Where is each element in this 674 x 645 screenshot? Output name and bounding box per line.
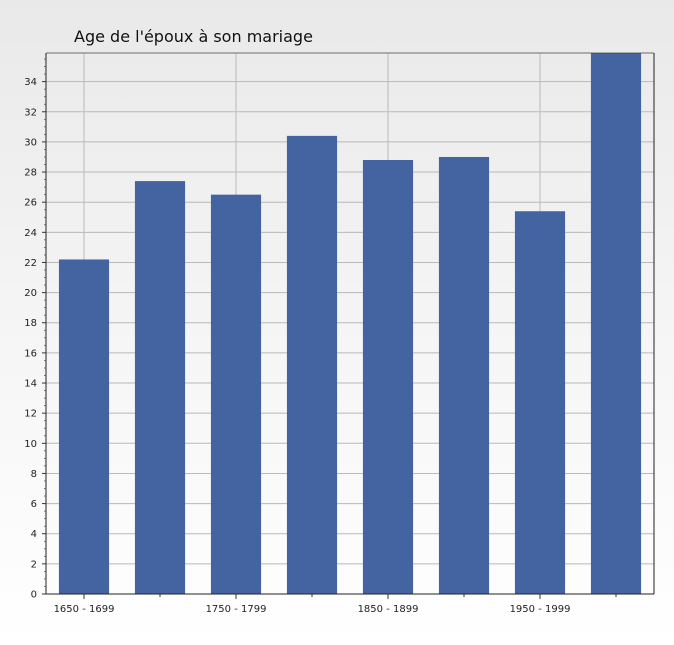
y-tick-label: 2 [31, 559, 37, 570]
chart-title: Age de l'époux à son mariage [74, 27, 313, 46]
y-tick-label: 34 [24, 77, 37, 88]
bar [514, 211, 566, 594]
x-tick-label: 1750 - 1799 [206, 604, 267, 615]
bar [438, 156, 490, 594]
y-tick-label: 28 [24, 168, 37, 179]
x-axis-ticks: 1650 - 1699 1750 - 1799 1850 - 1899 1950 - … [54, 594, 617, 615]
bar [210, 194, 262, 594]
bar [134, 181, 186, 594]
bar [362, 159, 414, 594]
y-tick-label: 18 [24, 318, 37, 329]
y-tick-label: 24 [24, 228, 37, 239]
y-tick-label: 10 [24, 439, 37, 450]
y-tick-label: 20 [24, 288, 37, 299]
bar [590, 53, 642, 594]
y-tick-label: 8 [31, 469, 37, 480]
bars [58, 53, 642, 595]
bar [58, 259, 110, 594]
y-tick-label: 16 [24, 348, 37, 359]
y-tick-label: 32 [24, 107, 37, 118]
y-tick-label: 0 [31, 590, 37, 601]
y-tick-label: 22 [24, 258, 37, 269]
y-tick-label: 6 [31, 499, 37, 510]
y-tick-label: 12 [24, 409, 37, 420]
y-tick-label: 26 [24, 198, 37, 209]
x-tick-label: 1650 - 1699 [54, 604, 115, 615]
y-tick-label: 4 [31, 529, 37, 540]
x-tick-label: 1850 - 1899 [358, 604, 419, 615]
y-tick-label: 14 [24, 379, 37, 390]
y-tick-label: 30 [24, 137, 37, 148]
bar [286, 135, 338, 595]
x-tick-label: 1950 - 1999 [510, 604, 571, 615]
